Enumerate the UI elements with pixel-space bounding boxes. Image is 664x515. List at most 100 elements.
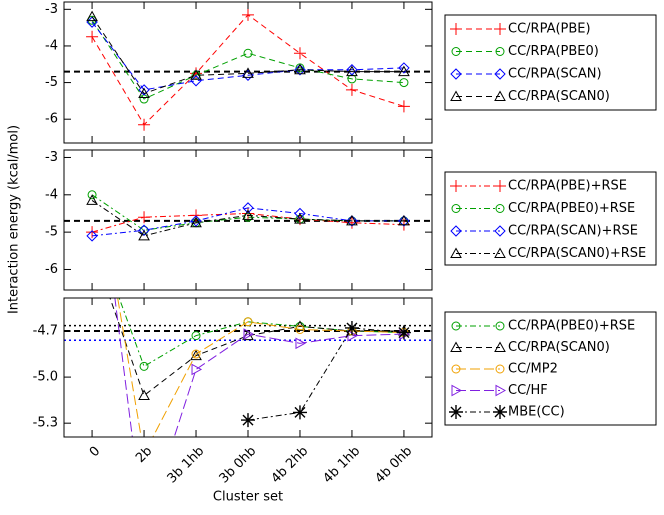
legend-marker — [450, 225, 462, 237]
y-tick-label: -6 — [45, 262, 58, 277]
y-tick-label: -5 — [45, 225, 58, 240]
y-tick-label: -5.3 — [33, 416, 58, 431]
data-point — [138, 211, 151, 224]
legend-marker — [495, 384, 507, 397]
legend-marker — [493, 405, 507, 419]
legend-marker — [495, 204, 505, 213]
data-point — [242, 209, 254, 220]
y-tick-label: -5.0 — [33, 370, 58, 385]
series-line — [91, 20, 404, 100]
data-point — [138, 118, 151, 131]
data-point — [295, 337, 307, 350]
legend-marker — [450, 180, 462, 192]
data-point — [88, 111, 97, 121]
data-point — [399, 78, 409, 88]
x-tick-label: 4b 1hb — [321, 444, 364, 487]
legend-label: CC/RPA(SCAN0)+RSE — [508, 246, 646, 261]
data-point — [346, 65, 358, 77]
plot-area — [64, 190, 432, 242]
series-line — [247, 327, 404, 421]
data-point — [294, 213, 306, 224]
data-point — [294, 207, 306, 220]
data-point — [345, 83, 358, 96]
legend-marker — [494, 68, 506, 80]
data-point — [346, 214, 358, 226]
data-point — [242, 202, 254, 214]
x-axis-label: Cluster set — [213, 490, 283, 505]
data-point — [191, 349, 201, 359]
data-point — [398, 62, 410, 74]
legend-marker — [451, 384, 463, 397]
data-point — [398, 215, 410, 227]
legend-label: CC/RPA(PBE0)+RSE — [508, 319, 635, 334]
data-point — [190, 349, 202, 361]
legend-label: CC/RPA(PBE0)+RSE — [508, 201, 635, 216]
data-point — [139, 225, 149, 235]
plot-area — [64, 8, 432, 131]
data-point — [346, 215, 358, 227]
legend-marker — [494, 341, 506, 352]
series-line — [91, 194, 404, 231]
data-point — [138, 87, 150, 99]
data-point — [86, 226, 99, 239]
legend-label: MBE(CC) — [508, 405, 565, 420]
data-point — [344, 320, 359, 335]
data-point — [398, 214, 410, 226]
data-point — [294, 64, 306, 76]
series-line — [91, 21, 404, 91]
x-tick-label: 2b — [133, 444, 155, 466]
x-tick-label: 3b 0hb — [217, 444, 260, 487]
legend-marker — [451, 321, 461, 331]
data-point — [346, 64, 358, 76]
data-point — [138, 389, 150, 401]
legend-box — [444, 14, 657, 111]
data-point — [86, 30, 99, 43]
legend-marker — [450, 90, 462, 101]
data-point — [397, 100, 410, 113]
data-point — [190, 215, 202, 227]
data-point — [293, 47, 306, 60]
legend-marker — [450, 341, 462, 352]
data-point — [138, 229, 150, 241]
plot-frame — [63, 149, 433, 291]
x-tick-label: 4b 0hb — [373, 444, 416, 487]
legend-box — [444, 171, 657, 266]
data-point — [242, 67, 254, 78]
legend-marker — [495, 364, 505, 374]
data-point — [242, 8, 254, 21]
data-point — [87, 242, 97, 251]
legend-marker — [494, 90, 506, 101]
data-point — [295, 324, 305, 334]
data-point — [138, 84, 150, 96]
legend-marker — [451, 204, 461, 213]
legend-marker — [495, 321, 505, 331]
legend-marker — [450, 247, 462, 258]
data-point — [398, 65, 410, 77]
legend-marker — [451, 364, 461, 374]
legend-marker — [451, 47, 461, 56]
legend-marker — [449, 405, 463, 419]
y-axis-label: Interaction energy (kcal/mol) — [7, 125, 22, 314]
legend-label: CC/RPA(SCAN0) — [508, 89, 610, 104]
legend-marker — [450, 68, 462, 80]
data-point — [241, 413, 255, 428]
data-point — [139, 361, 149, 371]
data-point — [86, 194, 98, 205]
legend-box — [444, 311, 657, 426]
x-tick-label: 3b 1hb — [165, 444, 208, 487]
y-tick-label: -4 — [45, 187, 58, 202]
series-line — [114, 298, 404, 437]
legend-marker — [495, 47, 505, 56]
legend-marker — [494, 225, 506, 237]
y-tick-label: -5 — [45, 75, 58, 90]
legend-marker — [494, 23, 506, 35]
data-point — [243, 328, 255, 340]
x-tick-label: 0 — [87, 444, 103, 460]
data-point — [190, 216, 202, 228]
legend-marker — [450, 23, 462, 35]
legend-label: CC/RPA(PBE)+RSE — [508, 179, 627, 194]
y-tick-label: -4 — [45, 38, 58, 53]
data-point — [86, 10, 98, 22]
y-tick-label: -6 — [45, 112, 58, 127]
